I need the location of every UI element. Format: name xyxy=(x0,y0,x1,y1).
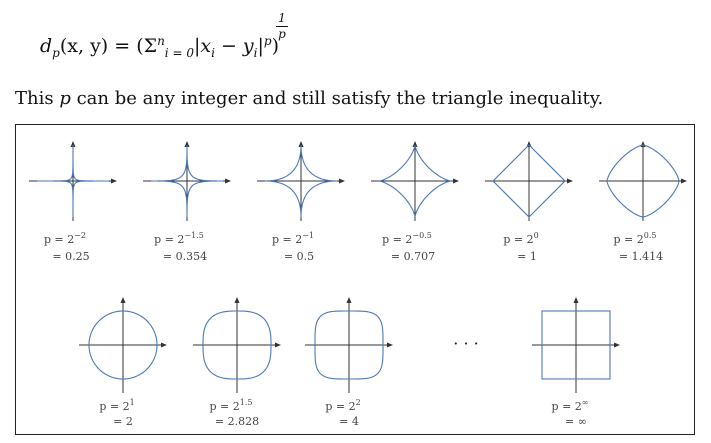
row1-plot-1-y-arrow xyxy=(70,141,76,147)
formula-main: dp(x, y) = (Σni = 0|xi − yi|p) xyxy=(40,34,279,60)
row1-plot-4-x-arrow xyxy=(453,178,459,184)
row1-plot-5-unit-ball xyxy=(492,144,566,218)
row1-plot-4-caption-value: = 0.707 xyxy=(391,250,435,263)
row2-plot-3-caption-value: = 4 xyxy=(339,415,359,428)
row1-plot-2-x-arrow xyxy=(225,178,231,184)
statement-var: p xyxy=(59,88,71,109)
row1-plot-1-caption-value: = 0.25 xyxy=(52,250,89,263)
row2-plot-3-caption-exponent: 2 xyxy=(356,398,361,407)
statement-text: This p can be any integer and still sati… xyxy=(15,88,603,109)
row1-plot-5-caption-p: p = 20 xyxy=(503,231,538,246)
row1-plot-3-caption-p: p = 2−1 xyxy=(272,231,314,246)
row1-plot-3-unit-ball xyxy=(265,145,337,217)
row1-plot-3-x-arrow xyxy=(339,178,345,184)
row2-plot-2-caption-p: p = 21.5 xyxy=(210,398,253,413)
row2-plot-1-y-arrow xyxy=(120,297,126,303)
row1-plot-6-x-arrow xyxy=(681,178,687,184)
row2-plot-1-unit-ball xyxy=(88,310,158,380)
row2-plot-4-caption-exponent: ∞ xyxy=(582,398,589,407)
unit-ball-svg: p = 2−2 = 0.25 p = 2−1.5 = 0.354 p = 2−1 = 0.… xyxy=(29,141,687,428)
row1-plot-1-caption-p: p = 2−2 xyxy=(44,231,86,246)
row2-plot-4-caption-p: p = 2∞ xyxy=(552,398,589,413)
row1-plot-6-caption-p: p = 20.5 xyxy=(614,231,657,246)
row1-plot-1-unit-ball xyxy=(37,145,109,217)
row1-plot-6-y-arrow xyxy=(640,141,646,147)
ellipsis: · · · xyxy=(453,334,478,353)
formula-y-sub: i xyxy=(253,46,258,60)
row2-plot-4-unit-ball xyxy=(541,310,611,380)
row2-plot-1-caption-value: = 2 xyxy=(113,415,133,428)
row2-plot-1-x-arrow xyxy=(161,342,167,348)
row1-plot-2-caption-value: = 0.354 xyxy=(163,250,207,263)
row2-plot-1-caption-p: p = 21 xyxy=(99,398,134,413)
statement-suffix: can be any integer and still satisfy the… xyxy=(70,88,604,109)
formula-y: y xyxy=(242,35,254,57)
formula-x: x xyxy=(200,35,212,57)
formula-args: (x, y) = ( xyxy=(59,35,144,57)
formula-d: d xyxy=(40,35,53,57)
statement-prefix: This xyxy=(15,88,60,109)
row1-plot-1-x-arrow xyxy=(111,178,117,184)
row2-plot-3-y-arrow xyxy=(346,297,352,303)
row2-plot-1-caption-exponent: 1 xyxy=(130,398,135,407)
formula-exp-num: 1 xyxy=(278,11,286,25)
distance-formula: dp(x, y) = (Σni = 0|xi − yi|p) 1 p xyxy=(40,12,360,70)
row1-plot-6-caption-exponent: 0.5 xyxy=(644,231,657,240)
row1-plot-4-caption-exponent: −0.5 xyxy=(412,231,431,240)
row1-plot-6-caption-value: = 1.414 xyxy=(619,250,663,263)
row2-plot-4-caption-value: = ∞ xyxy=(565,415,587,428)
fraction-bar xyxy=(276,26,288,27)
formula-close: ) xyxy=(271,35,280,57)
row2-plot-4-x-arrow xyxy=(614,342,620,348)
row1-plot-6-unit-ball xyxy=(606,144,680,218)
row2-plot-2-y-arrow xyxy=(234,297,240,303)
formula-abs-close: | xyxy=(257,35,264,57)
unit-ball-figure: p = 2−2 = 0.25 p = 2−1.5 = 0.354 p = 2−1 = 0.… xyxy=(15,124,695,435)
row2-plot-2-caption-exponent: 1.5 xyxy=(240,398,253,407)
row2-plot-4-y-arrow xyxy=(573,297,579,303)
row1-plot-5-x-arrow xyxy=(567,178,573,184)
formula-exponent-fraction: 1 p xyxy=(276,12,288,41)
row2-plot-3-x-arrow xyxy=(387,342,393,348)
row1-plot-4-caption-p: p = 2−0.5 xyxy=(382,231,432,246)
row1-plot-3-caption-value: = 0.5 xyxy=(284,250,314,263)
row1-plot-3-caption-exponent: −1 xyxy=(302,231,314,240)
row1-plot-3-y-arrow xyxy=(298,141,304,147)
row1-plot-4-y-arrow xyxy=(412,141,418,147)
formula-sigma-sub: i = 0 xyxy=(164,46,194,60)
row1-plot-2-caption-p: p = 2−1.5 xyxy=(154,231,204,246)
formula-x-sub: i xyxy=(211,46,215,60)
row1-plot-5-caption-value: = 1 xyxy=(517,250,537,263)
formula-exp-den: p xyxy=(278,27,286,41)
row1-plot-1-caption-exponent: −2 xyxy=(74,231,86,240)
row1-plot-2-unit-ball xyxy=(151,145,223,217)
formula-sigma-sup: n xyxy=(157,34,165,48)
row2-plot-2-x-arrow xyxy=(275,342,281,348)
row2-plot-2-unit-ball xyxy=(202,310,272,380)
row1-plot-5-caption-exponent: 0 xyxy=(534,231,539,240)
row2-plot-3-unit-ball xyxy=(314,310,384,380)
formula-sigma: Σ xyxy=(143,35,158,57)
row1-plot-4-unit-ball xyxy=(378,144,452,218)
row2-plot-3-caption-p: p = 22 xyxy=(325,398,360,413)
formula-power: p xyxy=(263,34,272,48)
row1-plot-2-y-arrow xyxy=(184,141,190,147)
formula-d-sub: p xyxy=(52,46,60,60)
formula-abs-open: | xyxy=(193,35,201,57)
formula-minus: − xyxy=(214,35,243,57)
row2-plot-2-caption-value: = 2.828 xyxy=(215,415,259,428)
row1-plot-2-caption-exponent: −1.5 xyxy=(184,231,203,240)
